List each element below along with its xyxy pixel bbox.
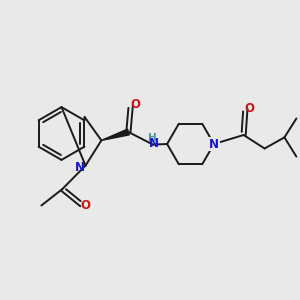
Text: O: O [244,102,255,115]
Text: N: N [209,137,219,151]
Polygon shape [101,129,129,140]
Text: O: O [80,199,90,212]
Text: N: N [75,160,85,174]
Text: H: H [148,133,157,143]
Text: N: N [149,136,159,150]
Text: O: O [130,98,140,112]
